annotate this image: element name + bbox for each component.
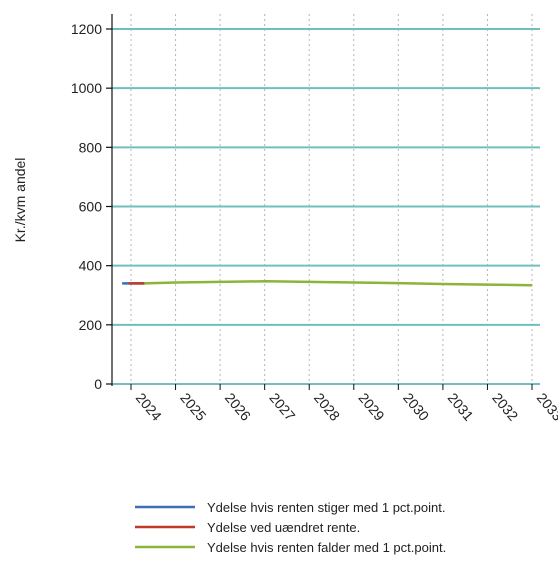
x-tick-label: 2026 [222,390,254,424]
y-ticks: 0 200 400 600 800 1000 1200 [71,21,112,392]
y-tick-label: 1200 [71,21,102,37]
y-tick-label: 200 [79,317,103,333]
y-tick-label: 600 [79,199,103,215]
x-tick-label: 2025 [177,390,209,424]
x-ticks: 2024 2025 2026 2027 2028 2029 2030 2031 2032 2033 [130,384,558,424]
y-tick-label: 1000 [71,80,102,96]
x-tick-label: 2032 [489,390,521,424]
y-tick-label: 0 [94,376,102,392]
grid [112,14,540,386]
x-tick-label: 2027 [266,390,298,424]
x-tick-label: 2028 [311,390,343,424]
x-tick-label: 2024 [133,390,165,424]
legend-label-2: Ydelse ved uændret rente. [207,520,360,535]
series [122,280,533,287]
x-tick-label: 2031 [445,390,477,424]
y-tick-label: 400 [79,258,103,274]
y-axis-title: Kr./kvm andel [12,158,28,243]
x-tick-label: 2029 [355,390,387,424]
x-tick-label: 2033 [534,390,558,424]
y-tick-label: 800 [79,139,103,155]
series-line-3 [144,280,533,287]
legend: Ydelse hvis renten stiger med 1 pct.poin… [135,500,446,555]
legend-label-1: Ydelse hvis renten stiger med 1 pct.poin… [207,500,445,515]
x-tick-label: 2030 [400,390,432,424]
legend-label-3: Ydelse hvis renten falder med 1 pct.poin… [207,540,446,555]
